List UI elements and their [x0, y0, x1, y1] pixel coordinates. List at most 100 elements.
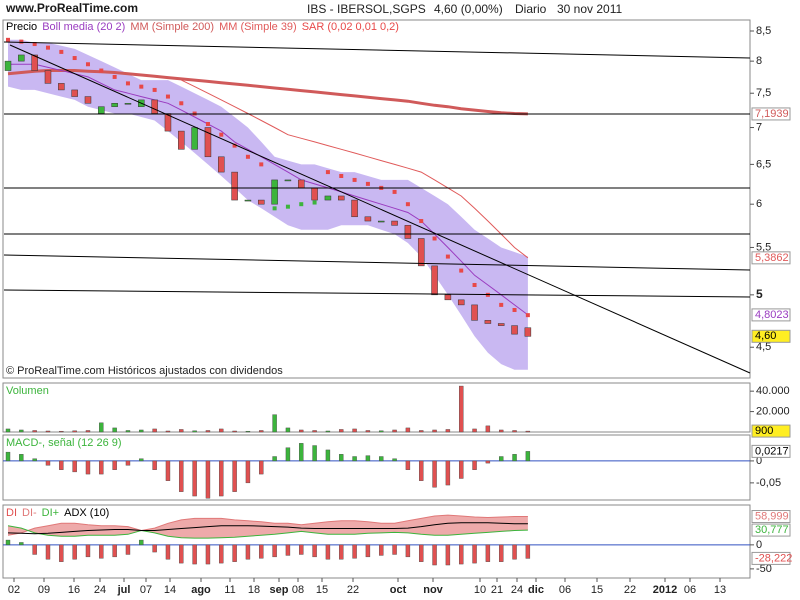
sar-dot [59, 49, 64, 54]
bar [19, 454, 24, 462]
x-tick-label: 24 [94, 584, 106, 596]
candle [58, 83, 65, 91]
bar [125, 460, 131, 466]
value-label-box [751, 424, 791, 438]
x-tick-label: ago [191, 584, 211, 596]
value-label: 7,1939 [755, 108, 789, 120]
bar [19, 542, 24, 546]
value-label: 30,777 [755, 524, 789, 536]
candle [71, 89, 78, 97]
candle [258, 199, 265, 205]
candle [31, 54, 38, 71]
bar [432, 460, 437, 488]
sar-dot [219, 132, 224, 137]
bar [112, 427, 117, 433]
x-tick-label: 07 [140, 584, 152, 596]
bar [152, 460, 157, 470]
candle [18, 54, 25, 62]
sar-dot [459, 268, 464, 273]
panel-title: MACD-, señal (12 26 9) [6, 437, 122, 449]
bar [259, 544, 264, 559]
bar [365, 430, 371, 433]
sar-dot [512, 307, 517, 312]
candle [364, 216, 372, 222]
sar-dot [99, 68, 104, 73]
bar [472, 544, 477, 564]
candle [298, 179, 305, 189]
sar-dot [19, 39, 24, 44]
bar [379, 430, 384, 433]
value-label: 900 [755, 425, 773, 437]
bar [285, 544, 291, 556]
candle [377, 220, 385, 223]
value-label-box [751, 107, 791, 121]
value-label: -28,222 [755, 552, 792, 564]
bar [192, 544, 197, 565]
sar-dot [405, 202, 410, 207]
bar [325, 449, 331, 462]
trend-line [9, 44, 751, 374]
y-tick-label: 40.000 [756, 385, 790, 397]
value-label: 4,60 [755, 330, 776, 342]
y-tick-label: 0 [756, 455, 762, 467]
bar [232, 460, 237, 492]
y-tick-label: 6 [756, 198, 762, 210]
candle [497, 323, 505, 326]
x-tick-label: 22 [624, 584, 636, 596]
bar [299, 429, 304, 433]
candle [124, 103, 132, 105]
candle [44, 70, 52, 84]
x-tick-label: 18 [248, 584, 260, 596]
x-tick-label: 08 [292, 584, 304, 596]
bar [339, 454, 344, 462]
bar [99, 460, 104, 475]
bar [525, 451, 531, 462]
legend-item: DI- [22, 507, 37, 519]
panel-title: Volumen [6, 385, 49, 397]
bar [352, 456, 357, 462]
volume-panel [2, 382, 751, 433]
trend-line [3, 289, 751, 298]
indicator-line [7, 69, 528, 116]
bar [392, 544, 397, 555]
candle [244, 199, 252, 202]
bar [352, 544, 357, 559]
bar [379, 544, 384, 556]
bar [459, 460, 464, 479]
indicator-line [8, 63, 529, 316]
candle [178, 130, 185, 150]
legend-item: DI+ [42, 507, 59, 519]
bar [165, 430, 171, 433]
bar [245, 544, 251, 560]
bar [392, 429, 397, 433]
sar-dot [139, 84, 144, 89]
bar [99, 544, 104, 559]
bar [512, 430, 517, 433]
candle [151, 99, 158, 114]
bar [59, 544, 64, 562]
x-tick-label: 13 [714, 584, 726, 596]
sar-dot [32, 42, 37, 47]
bar [152, 428, 157, 433]
legend-item: Boll media (20 2) [42, 21, 125, 33]
bar [512, 454, 517, 462]
site-name[interactable]: www.ProRealTime.com [5, 1, 138, 15]
candle [471, 304, 478, 321]
x-tick-label: 11 [224, 584, 235, 596]
bar [152, 544, 157, 553]
bar [85, 460, 91, 475]
bar [259, 430, 264, 433]
bar [179, 544, 184, 564]
bar [272, 414, 277, 433]
indicator-line [7, 522, 528, 535]
candle [338, 195, 345, 201]
bar [32, 544, 37, 555]
value-label-box [751, 444, 791, 458]
candle [271, 179, 278, 205]
candle [284, 179, 292, 182]
sar-dot [312, 200, 317, 205]
bar [419, 430, 424, 433]
bar [299, 443, 304, 462]
value-label: 58,999 [755, 510, 789, 522]
